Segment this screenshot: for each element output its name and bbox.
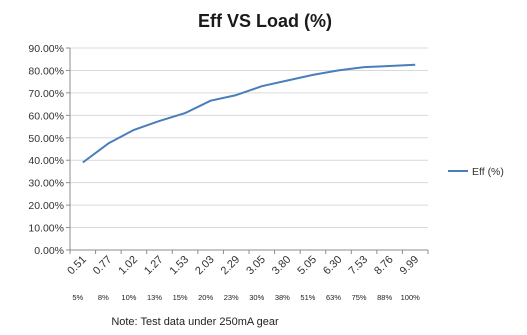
y-axis-tick-labels: 0.00% 10.00% 20.00% 30.00% 40.00% 50.00% 60.00… [28, 43, 64, 257]
y-tick-label: 50.00% [28, 133, 64, 145]
x-tick-label: 1.27 [142, 254, 166, 278]
y-tick-label: 10.00% [28, 223, 64, 235]
x-tick-label: 1.53 [168, 254, 192, 278]
legend-label: Eff (%) [472, 166, 504, 178]
load-percent-label: 30% [249, 293, 264, 302]
load-percent-label: 13% [147, 293, 162, 302]
x-tick-label: 2.29 [219, 254, 243, 278]
axes [66, 47, 429, 254]
x-tick-label: 9.99 [398, 254, 422, 278]
x-tick-label: 0.51 [65, 254, 89, 278]
x-tick-label: 1.02 [116, 254, 140, 278]
y-tick-label: 70.00% [28, 88, 64, 100]
load-percent-labels: 5% 8% 10% 13% 15% 20% 23% 30% 38% 51% 63% 75% 88% 100… [72, 293, 420, 302]
load-percent-label: 88% [377, 293, 392, 302]
y-tick-label: 30.00% [28, 178, 64, 190]
load-percent-label: 15% [173, 293, 188, 302]
load-percent-label: 5% [72, 293, 83, 302]
y-tick-label: 60.00% [28, 110, 64, 122]
load-percent-label: 63% [326, 293, 341, 302]
gridlines [70, 47, 428, 229]
x-tick-label: 0.77 [91, 254, 115, 278]
x-tick-label: 5.05 [295, 254, 319, 278]
load-percent-label: 8% [98, 293, 109, 302]
load-percent-label: 100% [401, 293, 421, 302]
x-tick-label: 3.05 [244, 254, 268, 278]
legend: Eff (%) [448, 166, 504, 178]
load-percent-label: 10% [121, 293, 136, 302]
x-tick-label: 7.53 [347, 254, 371, 278]
y-tick-label: 90.00% [28, 43, 64, 55]
chart-title: Eff VS Load (%) [198, 11, 332, 31]
y-tick-label: 20.00% [28, 200, 64, 212]
x-tick-label: 3.80 [270, 254, 294, 278]
y-tick-label: 40.00% [28, 155, 64, 167]
x-axis-tick-labels: 0.51 0.77 1.02 1.27 1.53 2.03 2.29 3.05 3.80 5.05… [65, 254, 421, 278]
efficiency-chart: Eff VS Load (%) 0.00% 10.00% 20.00% 30.00% 4… [28, 11, 504, 302]
load-percent-label: 51% [300, 293, 315, 302]
load-percent-label: 20% [198, 293, 213, 302]
load-percent-label: 38% [275, 293, 290, 302]
footnote: Note: Test data under 250mA gear [111, 316, 279, 328]
y-tick-label: 0.00% [34, 245, 64, 257]
x-tick-label: 6.30 [321, 254, 345, 278]
y-tick-label: 80.00% [28, 65, 64, 77]
load-percent-label: 75% [352, 293, 367, 302]
series-line-eff [82, 63, 416, 164]
x-tick-label: 2.03 [193, 254, 217, 278]
x-tick-label: 8.76 [372, 254, 396, 278]
load-percent-label: 23% [224, 293, 239, 302]
data-series [82, 63, 416, 164]
